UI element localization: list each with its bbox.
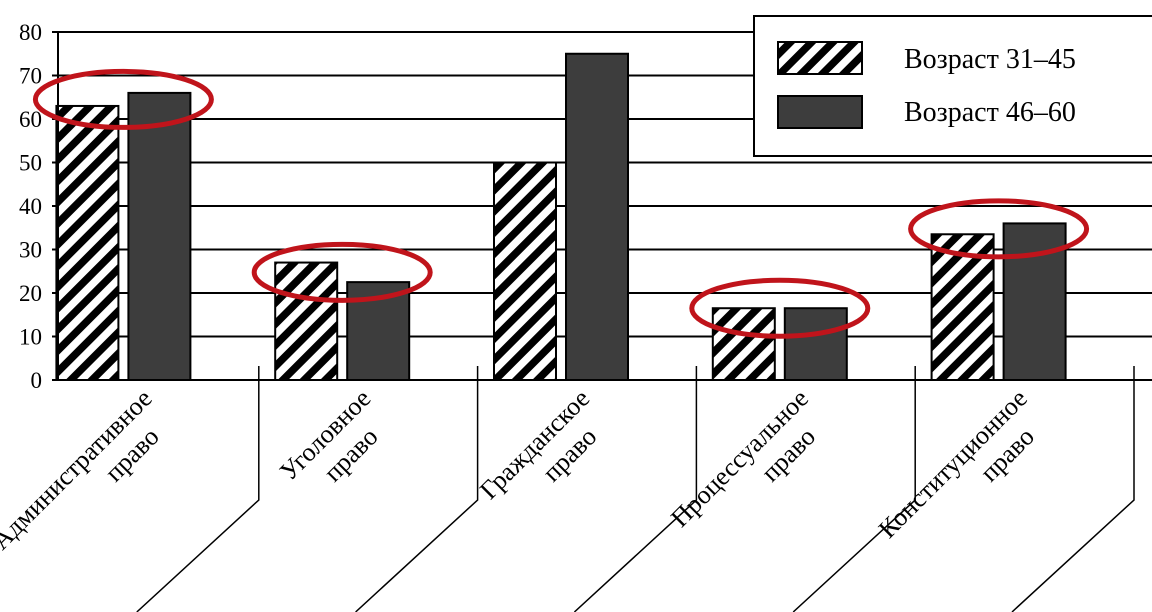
y-tick-label: 40: [19, 194, 42, 219]
legend-swatch-series-1: [777, 41, 863, 75]
bar-series-2-cat-1: [127, 91, 192, 382]
highlight-ellipse: [32, 68, 214, 130]
category-label: Гражданскоеправо: [474, 384, 618, 528]
y-tick-label: 80: [19, 20, 42, 45]
legend-label-series-2: Возраст 46–60: [904, 97, 1076, 128]
highlight-ellipses: [32, 68, 1090, 339]
bar-series-1-cat-1: [55, 104, 120, 381]
bar-series-1-cat-2: [274, 261, 339, 381]
category-label: Уголовноеправо: [274, 384, 399, 509]
category-divider: [573, 366, 698, 612]
y-tick-label: 30: [19, 238, 42, 263]
bar-series-2-cat-5: [1002, 222, 1067, 381]
category-divider: [136, 366, 260, 612]
legend: Возраст 31–45 Возраст 46–60: [753, 15, 1152, 157]
highlight-ellipse: [251, 241, 433, 303]
y-tick-label: 60: [19, 107, 42, 132]
highlight-ellipse: [689, 277, 871, 339]
y-tick-label: 0: [31, 368, 43, 393]
y-axis-ticks: 0 10 20 30 40 50 60 70 80: [19, 20, 58, 393]
bar-series-1-cat-3: [493, 161, 557, 381]
y-tick-label: 10: [19, 325, 42, 350]
bar-series-2-cat-4: [783, 307, 848, 382]
category-divider: [1011, 366, 1135, 612]
bar-series-1-cat-4: [711, 307, 776, 382]
axes: [57, 32, 1152, 381]
bars: [55, 52, 1067, 382]
legend-box: [753, 15, 1152, 157]
highlight-ellipse: [908, 198, 1090, 260]
legend-label-series-1: Возраст 31–45: [904, 44, 1076, 75]
category-divider: [792, 366, 916, 612]
category-label: Процессуальноеправо: [665, 384, 837, 556]
y-tick-label: 50: [19, 151, 42, 176]
legend-swatch-series-2: [777, 95, 863, 129]
y-tick-label: 20: [19, 281, 42, 306]
bar-series-2-cat-3: [565, 52, 629, 381]
category-divider: [355, 366, 479, 612]
category-label: Конституционноеправо: [873, 384, 1056, 567]
category-labels: Административноеправо Уголовноеправо Гражд…: [0, 366, 1135, 612]
y-tick-label: 70: [19, 64, 42, 89]
category-label: Административноеправо: [0, 384, 180, 578]
